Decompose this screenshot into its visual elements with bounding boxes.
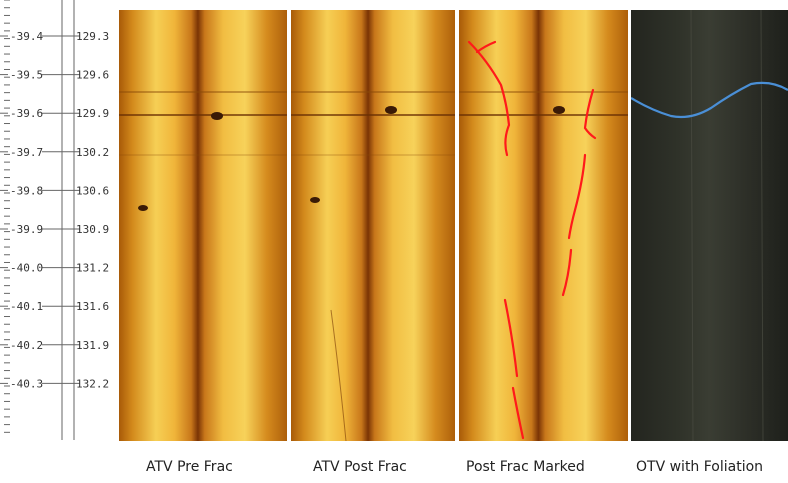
vug-feature	[310, 197, 320, 203]
fracture-markers	[467, 40, 597, 440]
depth-label-left: -40.3	[10, 377, 43, 390]
atv-post-frac-panel	[291, 10, 455, 441]
depth-label-left: -40.2	[10, 339, 43, 352]
depth-label-right: 129.9	[76, 107, 109, 120]
depth-label-left: -39.4	[10, 30, 43, 43]
depth-label-right: 131.2	[76, 262, 109, 275]
vug-feature	[553, 106, 565, 114]
depth-label-left: -39.9	[10, 223, 43, 236]
depth-label-left: -40.1	[10, 300, 43, 313]
depth-label-left: -39.5	[10, 69, 43, 82]
depth-label-right: 129.6	[76, 69, 109, 82]
vug-feature	[385, 106, 397, 114]
vug-feature	[211, 112, 223, 120]
otv-foliation-panel	[631, 10, 788, 441]
panel-caption: Post Frac Marked	[466, 459, 585, 475]
foliation-curve	[631, 81, 788, 119]
depth-label-left: -39.8	[10, 184, 43, 197]
panel-caption: ATV Post Frac	[313, 459, 407, 475]
depth-label-right: 130.2	[76, 146, 109, 159]
vug-feature	[138, 205, 148, 211]
panel-caption: OTV with Foliation	[636, 459, 764, 475]
depth-label-right: 129.3	[76, 30, 109, 43]
panel-caption: ATV Pre Frac	[146, 459, 233, 475]
depth-label-right: 130.9	[76, 223, 109, 236]
depth-scale-track: -39.4 129.3 -39.5 129.6 -39.6 129.9 -39.7 130.2…	[0, 0, 109, 440]
depth-label-right: 131.9	[76, 339, 109, 352]
depth-label-right: 131.6	[76, 300, 109, 313]
depth-label-left: -40.0	[10, 262, 43, 275]
depth-label-left: -39.6	[10, 107, 43, 120]
atv-pre-frac-panel	[119, 10, 287, 441]
depth-label-right: 130.6	[76, 184, 109, 197]
post-frac-marked-panel	[459, 10, 628, 441]
depth-label-right: 132.2	[76, 377, 109, 390]
depth-label-left: -39.7	[10, 146, 43, 159]
